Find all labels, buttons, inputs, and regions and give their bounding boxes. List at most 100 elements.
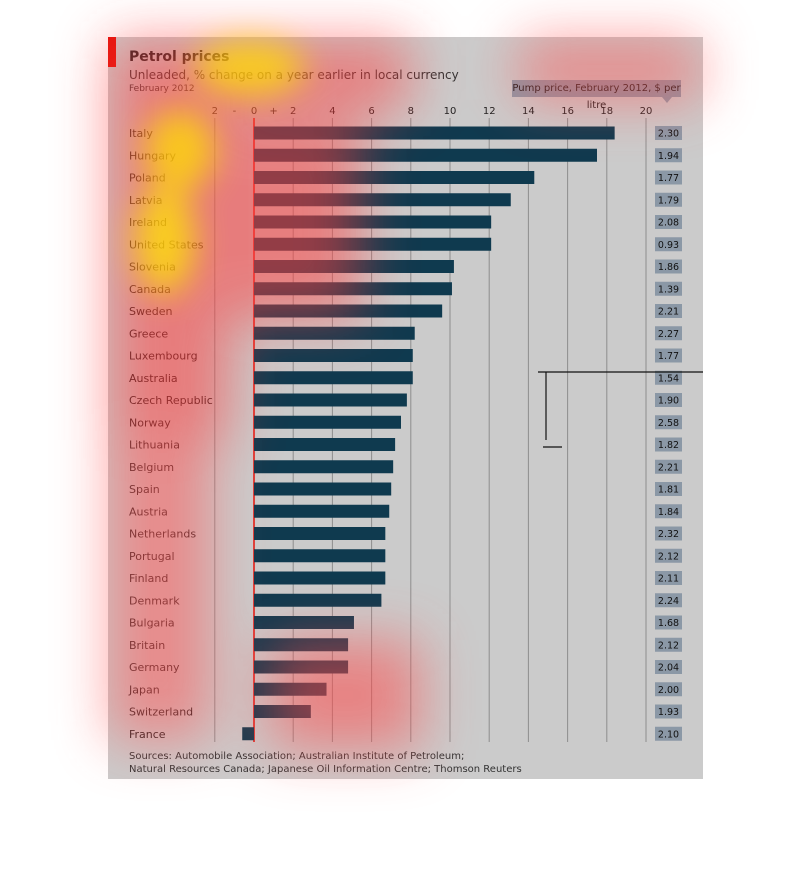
x-tick-label: 0	[251, 106, 257, 117]
category-label: Australia	[129, 372, 178, 385]
category-label: Portugal	[129, 550, 175, 563]
category-label: Japan	[128, 683, 160, 696]
x-tick-label: 18	[600, 106, 613, 117]
price-label: 1.94	[658, 151, 679, 162]
x-tick-label: 20	[640, 106, 653, 117]
x-tick-label: 16	[561, 106, 574, 117]
bar	[254, 415, 401, 429]
price-label-box	[655, 281, 682, 296]
price-label: 1.82	[658, 440, 679, 451]
category-label: Denmark	[129, 594, 180, 607]
price-header-pointer	[662, 97, 672, 103]
category-label: Czech Republic	[129, 394, 213, 407]
plus-sign-marker: +	[269, 106, 277, 117]
x-tick-label: 4	[329, 106, 335, 117]
price-label-box	[655, 504, 682, 519]
price-label-box	[655, 637, 682, 652]
category-label: Luxembourg	[129, 350, 198, 363]
bar	[254, 193, 511, 207]
x-tick-label: 2	[212, 106, 218, 117]
bar	[254, 705, 311, 718]
bar	[254, 148, 597, 162]
price-label: 2.58	[658, 418, 679, 429]
price-label: 2.11	[658, 574, 679, 585]
bar	[242, 727, 254, 741]
category-label: Germany	[129, 661, 180, 674]
bar	[254, 349, 413, 362]
price-label: 0.93	[658, 240, 679, 251]
bar	[254, 638, 349, 652]
price-label-box	[655, 571, 682, 585]
category-label: Hungary	[129, 149, 176, 162]
price-label: 1.93	[658, 707, 679, 718]
price-label: 2.10	[658, 729, 679, 740]
price-label: 1.79	[658, 195, 679, 206]
bar	[254, 549, 386, 563]
bar	[254, 593, 382, 607]
price-label: 1.77	[658, 351, 679, 362]
category-label: Ireland	[129, 216, 167, 229]
price-label-box	[655, 215, 682, 229]
price-label: 2.04	[658, 663, 679, 674]
bar	[254, 393, 407, 407]
bar	[254, 438, 396, 451]
bar	[254, 682, 327, 696]
sources-line-2: Natural Resources Canada; Japanese Oil I…	[129, 764, 522, 775]
price-label: 2.00	[658, 685, 679, 696]
price-label: 1.77	[658, 173, 679, 184]
price-label-box	[655, 148, 682, 163]
price-label-box	[655, 682, 682, 697]
price-label: 1.90	[658, 396, 679, 407]
price-label: 1.84	[658, 507, 679, 518]
category-label: Latvia	[129, 194, 163, 207]
price-label: 1.39	[658, 284, 679, 295]
price-label: 2.27	[658, 329, 679, 340]
price-label-box	[655, 548, 682, 563]
price-label-box	[655, 482, 682, 496]
bar	[254, 527, 386, 540]
price-label: 2.32	[658, 529, 679, 540]
category-label: United States	[129, 238, 204, 251]
price-label: 2.08	[658, 218, 679, 229]
x-tick-label: 8	[408, 106, 414, 117]
price-label-box	[655, 170, 682, 185]
bar	[254, 237, 492, 251]
price-label-box	[655, 615, 682, 630]
bar	[254, 260, 454, 273]
x-tick-label: 6	[368, 106, 374, 117]
bar	[254, 326, 415, 340]
bar	[254, 304, 443, 318]
sources-note: Sources: Automobile Association; Austral…	[129, 750, 522, 776]
x-tick-label: 10	[444, 106, 457, 117]
x-tick-label: 12	[483, 106, 496, 117]
x-tick-label: 14	[522, 106, 535, 117]
bar	[254, 126, 615, 140]
category-label: Britain	[129, 639, 165, 652]
price-label: 1.54	[658, 373, 679, 384]
price-label-box	[655, 370, 682, 385]
category-label: Switzerland	[129, 706, 193, 719]
price-label-box	[655, 348, 682, 363]
price-label-box	[655, 126, 682, 140]
bar	[254, 215, 492, 229]
category-label: Norway	[129, 416, 171, 429]
price-label-box	[655, 192, 682, 207]
price-label: 1.81	[658, 485, 679, 496]
category-label: Sweden	[129, 305, 172, 318]
x-tick-label: 2	[290, 106, 296, 117]
category-label: Netherlands	[129, 528, 196, 541]
price-label-box	[655, 393, 682, 407]
bar	[254, 282, 452, 296]
category-label: Greece	[129, 327, 168, 340]
price-label: 2.30	[658, 129, 679, 140]
price-label: 2.24	[658, 596, 679, 607]
bar	[254, 660, 349, 674]
price-label-box	[655, 593, 682, 608]
category-label: Canada	[129, 283, 171, 296]
minus-sign-marker: -	[233, 106, 237, 117]
price-label-box	[655, 660, 682, 674]
category-label: Slovenia	[129, 261, 176, 274]
category-label: Lithuania	[129, 439, 180, 452]
bar	[254, 371, 413, 385]
